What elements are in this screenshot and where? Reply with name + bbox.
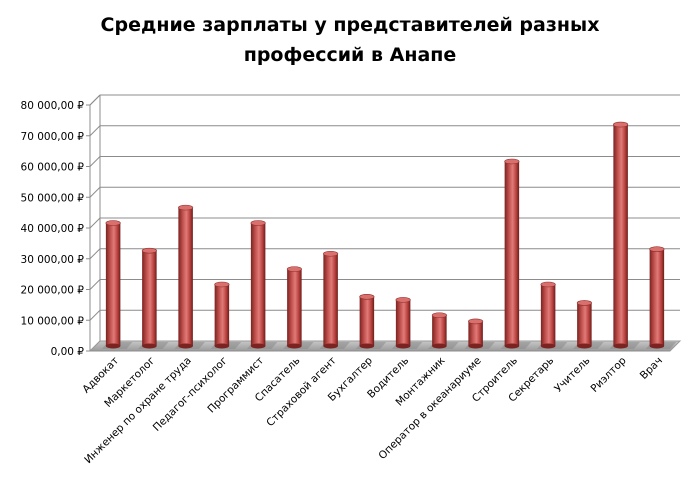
bar-bottom: [214, 343, 230, 349]
bar-bottom: [577, 343, 592, 349]
y-tick-label: 40 000,00 ₽: [21, 223, 85, 235]
bar-bottom: [504, 343, 520, 349]
category-label: Риэлтор: [589, 354, 629, 394]
bar-bottom: [142, 343, 157, 349]
bar-top: [395, 297, 411, 303]
bar-body: [359, 296, 375, 346]
bar-body: [105, 223, 121, 346]
y-tick-label: 80 000,00 ₽: [21, 100, 85, 112]
bar-body: [142, 250, 157, 346]
bar-top: [576, 300, 592, 306]
gridline-side: [89, 125, 101, 137]
bar-bottom: [359, 343, 375, 349]
bar-body: [577, 302, 592, 346]
bar-top: [540, 281, 556, 288]
category-label: Страховой агент: [264, 355, 339, 430]
bar-top: [613, 121, 629, 128]
bar-bottom: [540, 343, 556, 349]
bar: [319, 250, 350, 349]
gridline-side: [89, 186, 101, 198]
bar-top: [504, 158, 520, 165]
y-tick-label: 30 000,00 ₽: [21, 254, 85, 266]
bar-top: [431, 312, 447, 319]
bar: [428, 312, 459, 349]
bar-top: [141, 247, 157, 254]
bar-bottom: [468, 343, 483, 349]
bar-body: [323, 253, 338, 346]
bar-bottom: [178, 343, 193, 349]
bar-top: [649, 246, 665, 252]
bar-body: [432, 315, 447, 346]
bar: [391, 297, 423, 349]
y-axis: 0,00 ₽ 10 000,00 ₽ 20 000,00 ₽ 30 000,00 ₽ 4…: [21, 100, 90, 358]
bar-top: [468, 318, 484, 325]
y-tick-label: 0,00 ₽: [51, 346, 85, 358]
bar-body: [468, 321, 483, 346]
bar: [246, 220, 278, 349]
bar: [210, 281, 242, 349]
bar-body: [649, 249, 665, 346]
y-tick-label: 10 000,00 ₽: [21, 315, 85, 327]
bar-bottom: [432, 343, 447, 349]
bar-body: [504, 161, 520, 346]
category-label: Учитель: [552, 355, 592, 395]
bar: [174, 204, 205, 349]
gridlines: [89, 94, 680, 352]
bar-body: [613, 124, 628, 346]
bar-top: [359, 293, 375, 300]
bars: [101, 121, 677, 349]
bar-body: [178, 207, 193, 346]
gridline-side: [89, 309, 101, 321]
bar-body: [287, 269, 302, 346]
bar-top: [250, 220, 266, 226]
bar-top: [105, 220, 121, 226]
y-tick-label: 50 000,00 ₽: [21, 192, 85, 204]
y-tick-label: 70 000,00 ₽: [21, 131, 85, 143]
bar: [138, 247, 169, 349]
bar: [500, 158, 532, 349]
chart-title: Средние зарплаты у представителей разных…: [0, 10, 700, 70]
bar-body: [250, 223, 266, 346]
bar-bottom: [395, 343, 411, 349]
bar-top: [286, 266, 302, 272]
bar-top: [178, 204, 194, 211]
bar-body: [214, 284, 230, 346]
bar-bottom: [250, 343, 266, 349]
bar-body: [395, 299, 411, 346]
gridline-side: [89, 156, 101, 167]
bar-body: [540, 284, 556, 346]
gridline-side: [89, 217, 101, 229]
bar: [283, 266, 314, 349]
gridline-side: [89, 279, 101, 290]
bar: [355, 293, 387, 349]
gridline-side: [89, 248, 101, 260]
bar-bottom: [323, 343, 338, 349]
gridline-side: [89, 94, 101, 106]
bar: [645, 246, 677, 349]
bar-bottom: [287, 343, 302, 349]
bar-bottom: [105, 343, 121, 349]
bar: [609, 121, 640, 349]
category-label: Врач: [638, 355, 665, 382]
bar-bottom: [649, 343, 665, 349]
y-tick-label: 60 000,00 ₽: [21, 162, 85, 174]
chart-title-line-2: профессий в Анапе: [243, 44, 457, 66]
bar: [464, 318, 495, 349]
bar-bottom: [613, 343, 628, 349]
chart-title-line-1: Средние зарплаты у представителей разных: [100, 14, 600, 36]
bar: [573, 300, 604, 349]
bar-top: [214, 281, 230, 288]
y-tick-label: 20 000,00 ₽: [21, 285, 85, 297]
bar: [536, 281, 568, 349]
bar: [101, 220, 133, 349]
bar-top: [323, 250, 339, 257]
